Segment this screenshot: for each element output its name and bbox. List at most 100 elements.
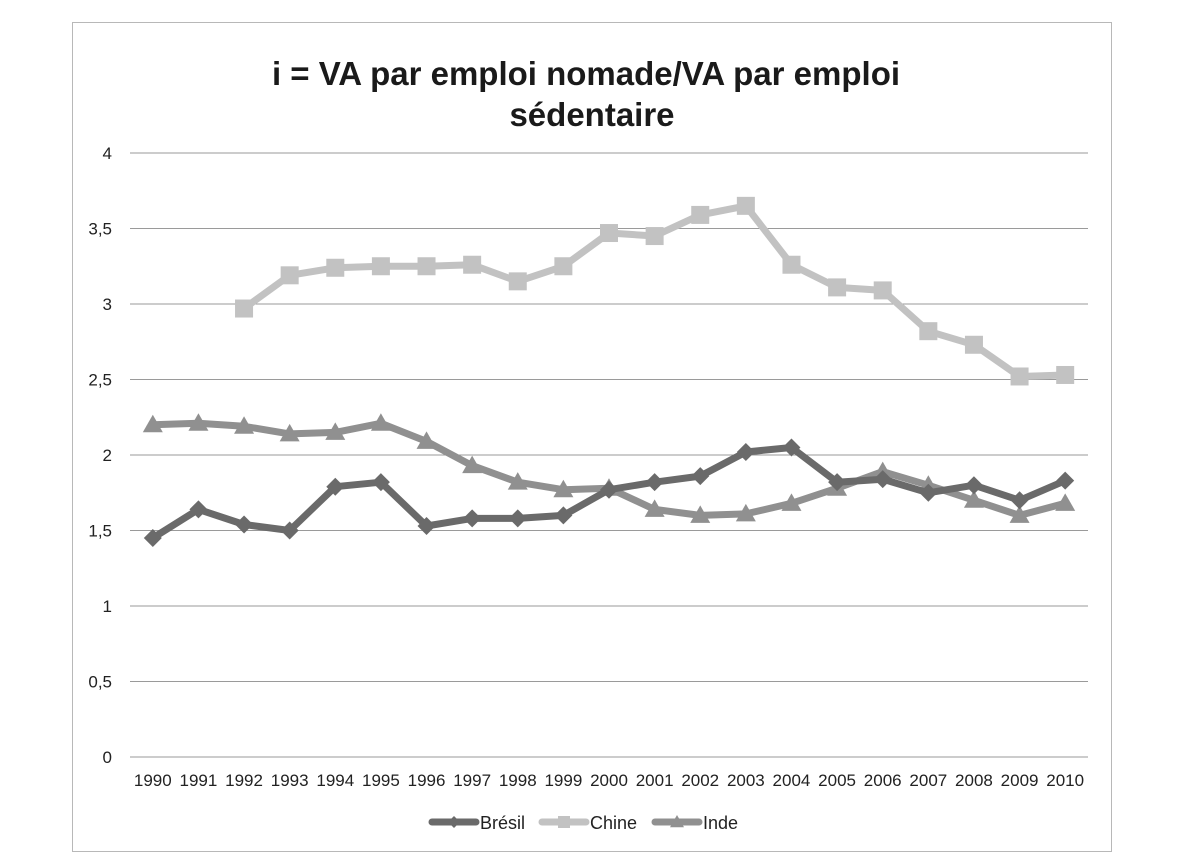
data-point-inde	[279, 423, 300, 442]
data-point-chine	[1056, 365, 1075, 384]
legend-marker-chine	[558, 816, 570, 828]
y-tick-label: 4	[103, 144, 112, 163]
y-tick-label: 0,5	[88, 673, 112, 692]
data-point-bresil	[1010, 491, 1029, 510]
data-point-chine	[326, 258, 345, 277]
data-point-inde	[644, 499, 665, 517]
y-tick-label: 2,5	[88, 371, 112, 390]
x-tick-label: 1998	[499, 771, 537, 790]
data-point-inde	[553, 479, 574, 498]
gridlines	[130, 152, 1088, 758]
y-tick-label: 3	[103, 295, 112, 314]
data-point-inde	[735, 503, 756, 522]
x-tick-label: 2007	[909, 771, 947, 790]
x-tick-label: 2001	[636, 771, 674, 790]
x-tick-label: 2002	[681, 771, 719, 790]
data-point-chine	[235, 299, 254, 318]
data-point-bresil	[828, 473, 847, 492]
x-tick-label: 2003	[727, 771, 765, 790]
data-point-inde	[1009, 505, 1030, 523]
legend-label-chine: Chine	[590, 813, 637, 833]
data-point-bresil	[782, 438, 801, 457]
legend-label-inde: Inde	[703, 813, 738, 833]
data-point-bresil	[873, 470, 892, 489]
x-tick-label: 1996	[408, 771, 446, 790]
x-tick-label: 1992	[225, 771, 263, 790]
data-point-inde	[142, 414, 163, 433]
y-tick-label: 1	[103, 597, 112, 616]
x-tick-label: 2004	[773, 771, 811, 790]
chart-title: i = VA par emploi nomade/VA par emploi s…	[272, 55, 900, 133]
data-point-chine	[645, 227, 664, 246]
y-tick-label: 3,5	[88, 220, 112, 239]
legend-label-bresil: Brésil	[480, 813, 525, 833]
data-point-inde	[690, 505, 711, 523]
data-point-bresil	[1056, 471, 1075, 490]
series-chine	[235, 196, 1075, 386]
x-tick-label: 2009	[1001, 771, 1039, 790]
data-point-chine	[280, 266, 299, 285]
y-axis-ticks: 0 0,5 1 1,5 2 2,5 3 3,5 4	[88, 144, 112, 767]
x-axis-ticks: 1990 1991 1992 1993 1994 1995 1996 1997 1998 1999…	[134, 771, 1084, 790]
data-point-inde	[188, 413, 209, 431]
data-point-inde	[234, 416, 255, 434]
data-point-inde	[963, 490, 984, 508]
data-point-chine	[828, 278, 847, 297]
data-point-bresil	[645, 473, 664, 492]
data-point-chine	[554, 257, 573, 276]
data-point-bresil	[508, 509, 527, 528]
legend-marker-bresil	[448, 816, 460, 828]
x-tick-label: 2010	[1046, 771, 1084, 790]
data-point-inde	[781, 493, 802, 511]
x-tick-label: 2005	[818, 771, 856, 790]
legend-item-bresil: Brésil	[428, 813, 525, 833]
series-bresil	[143, 438, 1075, 548]
legend-item-chine: Chine	[538, 813, 637, 833]
data-point-chine	[736, 196, 755, 215]
x-tick-label: 1993	[271, 771, 309, 790]
data-point-bresil	[736, 442, 755, 461]
x-tick-label: 1991	[180, 771, 218, 790]
data-point-bresil	[235, 515, 254, 534]
data-point-inde	[416, 431, 437, 449]
x-tick-label: 1995	[362, 771, 400, 790]
y-tick-label: 2	[103, 446, 112, 465]
legend-marker-inde	[670, 815, 684, 828]
x-tick-label: 1994	[316, 771, 354, 790]
legend: Brésil Chine Inde	[428, 813, 738, 833]
y-tick-label: 0	[103, 748, 112, 767]
chart-title-line-2: sédentaire	[509, 96, 674, 133]
data-point-inde	[462, 455, 483, 474]
data-point-chine	[873, 281, 892, 300]
data-point-bresil	[919, 483, 938, 502]
data-point-bresil	[189, 500, 208, 519]
data-point-chine	[371, 257, 390, 276]
x-tick-label: 1999	[544, 771, 582, 790]
data-point-bresil	[417, 516, 436, 535]
data-point-bresil	[600, 480, 618, 499]
y-tick-label: 1,5	[88, 522, 112, 541]
data-point-inde	[325, 422, 346, 440]
data-point-bresil	[554, 506, 573, 525]
data-point-bresil	[964, 476, 983, 495]
legend-item-inde: Inde	[651, 813, 738, 833]
data-point-bresil	[280, 521, 299, 540]
data-point-bresil	[371, 473, 390, 492]
data-point-chine	[600, 224, 618, 243]
x-tick-label: 1990	[134, 771, 172, 790]
data-point-bresil	[143, 529, 162, 548]
data-point-chine	[964, 335, 983, 354]
data-point-inde	[1055, 493, 1076, 511]
series-group	[142, 196, 1076, 548]
chart-title-line-1: i = VA par emploi nomade/VA par emploi	[272, 55, 900, 92]
data-point-bresil	[463, 509, 482, 528]
data-point-inde	[507, 472, 528, 490]
chart-frame	[72, 22, 1112, 852]
data-point-chine	[1010, 367, 1029, 386]
data-point-chine	[919, 322, 938, 341]
x-tick-label: 2008	[955, 771, 993, 790]
data-point-chine	[508, 272, 527, 291]
x-tick-label: 1997	[453, 771, 491, 790]
x-tick-label: 2006	[864, 771, 902, 790]
